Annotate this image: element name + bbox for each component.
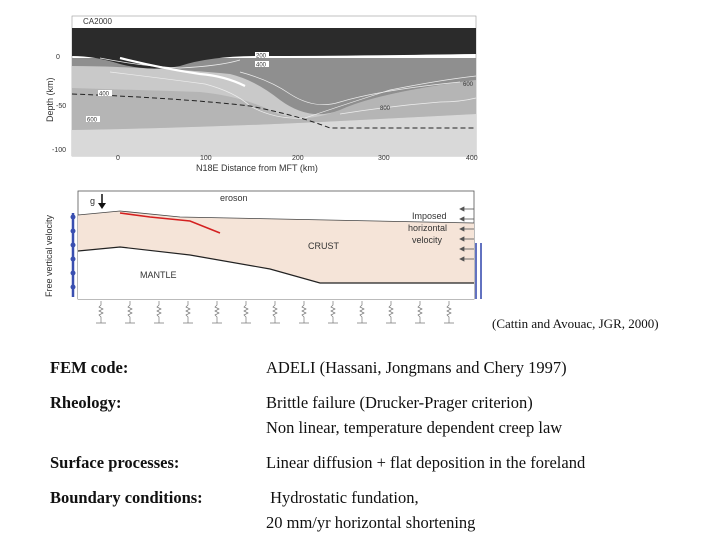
x-tick-label: 400 (466, 155, 478, 162)
spring-supports (96, 301, 454, 324)
row-key: Surface processes: (50, 453, 180, 472)
row-key: Rheology: (50, 393, 122, 412)
mantle-region (78, 247, 474, 299)
x-tick-label: 200 (292, 155, 304, 162)
right-boundary-markers (475, 243, 482, 299)
crust-label: CRUST (308, 241, 340, 251)
contour-line (339, 97, 477, 115)
contour-label: 400 (99, 92, 110, 98)
erosion-label: eroson (220, 193, 248, 203)
contour-label: 200 (256, 54, 267, 60)
x-axis-label: N18E Distance from MFT (km) (196, 163, 318, 173)
contour-line (109, 71, 477, 119)
row-value: Non linear, temperature dependent creep … (266, 418, 563, 437)
row-value: Linear diffusion + flat deposition in th… (266, 453, 586, 472)
thermal-section-figure: 200 400 400 600 600 800 CA2000 Depth (km… (45, 15, 478, 173)
y-tick-label: 0 (56, 54, 60, 61)
x-tick-label: 100 (200, 155, 212, 162)
upper-contour-band (72, 58, 476, 115)
row-value: Hydrostatic fundation, (266, 488, 419, 507)
model-tag: CA2000 (83, 17, 112, 26)
gravity-arrow-icon (98, 203, 106, 209)
row-value: ADELI (Hassani, Jongmans and Chery 1997) (266, 358, 567, 377)
gravity-label: g (90, 196, 95, 206)
moho-dashed-line (71, 93, 476, 129)
imposed-velocity-label-line2: horizontal (408, 223, 447, 233)
x-tick-label: 0 (116, 155, 120, 162)
fault-line (119, 212, 221, 234)
imposed-velocity-label-line1: Imposed (412, 211, 447, 221)
deep-contour-band (72, 114, 476, 156)
y-axis-label: Free vertical velocity (44, 214, 54, 297)
contour-label: 600 (463, 82, 474, 88)
imposed-velocity-label-line3: velocity (412, 235, 443, 245)
row-key: Boundary conditions: (50, 488, 203, 507)
y-axis-label: Depth (km) (45, 77, 55, 122)
fault-line (119, 56, 246, 87)
model-setup-figure: Free vertical velocity g eroson CRUST MA… (44, 190, 482, 324)
contour-line (99, 57, 241, 69)
contour-line (239, 71, 461, 105)
row-key: FEM code: (50, 358, 129, 377)
surface-boundary (77, 210, 475, 224)
y-tick-label: -100 (52, 147, 66, 154)
contour-label: 600 (87, 118, 98, 124)
row-value: 20 mm/yr horizontal shortening (266, 513, 476, 532)
y-tick-label: -50 (56, 103, 66, 110)
mantle-label: MANTLE (140, 270, 177, 280)
mid-contour-band (72, 80, 476, 130)
row-value: Brittle failure (Drucker-Prager criterio… (266, 393, 533, 412)
left-roller-markers (70, 214, 76, 290)
figure-citation: (Cattin and Avouac, JGR, 2000) (492, 316, 659, 331)
contour-label: 800 (380, 106, 391, 112)
contour-label: 400 (256, 63, 267, 69)
x-tick-label: 300 (378, 155, 390, 162)
moho-boundary (77, 246, 474, 284)
surface-layer (72, 28, 476, 69)
velocity-arrows (459, 206, 474, 262)
